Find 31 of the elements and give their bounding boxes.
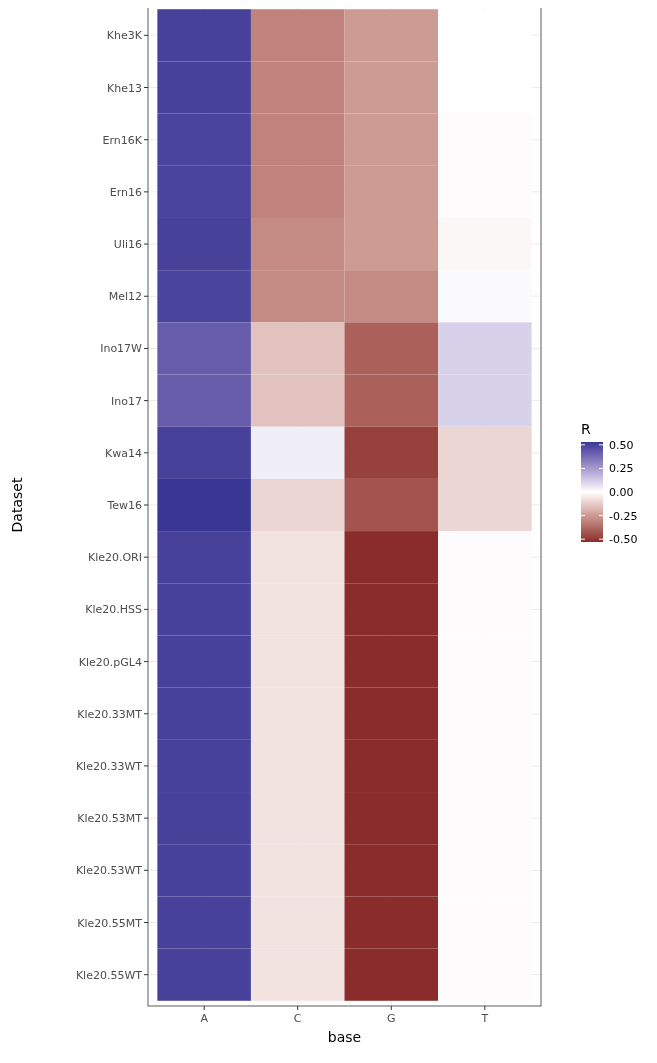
y-tick-label: Khe13 bbox=[107, 81, 142, 95]
x-tick-label: A bbox=[200, 1012, 209, 1025]
y-tick-label: Kle20.33WT bbox=[75, 759, 143, 773]
y-tick-label: Ern16K bbox=[102, 133, 143, 147]
y-tick-label: Kle20.53MT bbox=[77, 812, 143, 826]
y-tick-label: Kle20.ORI bbox=[87, 551, 142, 565]
y-tick-label: Ino17 bbox=[111, 394, 142, 408]
x-tick-label: C bbox=[293, 1012, 302, 1025]
y-tick-label: Kle20.55MT bbox=[77, 916, 143, 930]
y-tick-label: Kle20.33MT bbox=[77, 707, 143, 721]
y-tick-label: Mel12 bbox=[108, 290, 142, 304]
y-axis-title: Dataset bbox=[9, 477, 25, 533]
y-tick-label: Tew16 bbox=[106, 499, 142, 512]
color-bar-label: 0.00 bbox=[609, 486, 634, 499]
y-tick-label: Kle20.pGL4 bbox=[78, 655, 142, 669]
color-bar-label: -0.50 bbox=[609, 533, 638, 547]
x-tick-label: G bbox=[387, 1012, 396, 1025]
y-tick-label: Khe3K bbox=[106, 29, 143, 43]
x-tick-label: T bbox=[480, 1012, 489, 1025]
y-tick-label: Kle20.HSS bbox=[85, 603, 142, 617]
x-axis-title: base bbox=[327, 1029, 362, 1045]
y-tick-label: Kle20.55WT bbox=[75, 968, 143, 982]
y-tick-label: Ino17W bbox=[100, 342, 143, 356]
color-bar-label: 0.25 bbox=[609, 462, 634, 476]
color-bar-label: 0.50 bbox=[609, 438, 634, 452]
color-bar-title: R bbox=[581, 421, 591, 437]
color-bar-label: -0.25 bbox=[609, 509, 638, 523]
y-tick-label: Kwa14 bbox=[105, 446, 142, 460]
y-tick-label: Kle20.53WT bbox=[75, 864, 143, 878]
y-tick-label: Ern16 bbox=[109, 185, 142, 199]
y-tick-label: Uli16 bbox=[113, 238, 142, 252]
